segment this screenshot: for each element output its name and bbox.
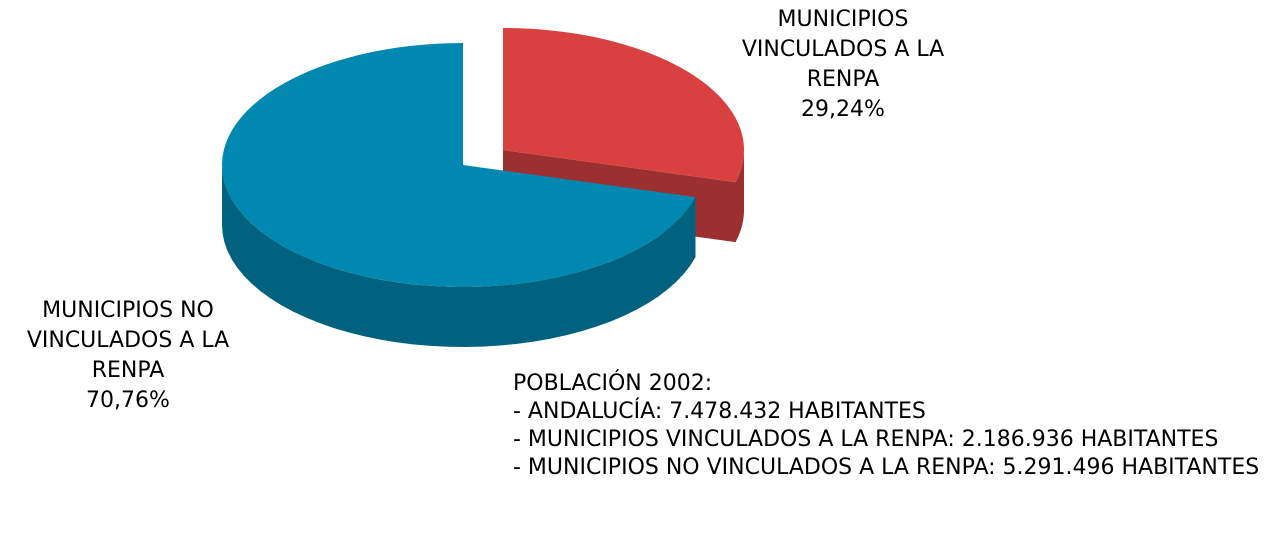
slice-name: MUNICIPIOS NO VINCULADOS A LA RENPA bbox=[26, 298, 230, 383]
slice-wall bbox=[735, 150, 744, 243]
slice-label: MUNICIPIOS VINCULADOS A LA RENPA 29,24% bbox=[718, 5, 968, 125]
annotation-line: - MUNICIPIOS VINCULADOS A LA RENPA: 2.18… bbox=[513, 427, 1219, 452]
slice-label: MUNICIPIOS NO VINCULADOS A LA RENPA 70,76… bbox=[3, 296, 253, 416]
slice-wall bbox=[222, 165, 696, 347]
annotation: POBLACIÓN 2002: - ANDALUCÍA: 7.478.432 HA… bbox=[513, 370, 1273, 482]
slice bbox=[503, 28, 744, 183]
annotation-line: - ANDALUCÍA: 7.478.432 HABITANTES bbox=[513, 399, 926, 424]
slice bbox=[222, 43, 696, 287]
slice-value: 29,24% bbox=[801, 97, 885, 122]
slice-value: 70,76% bbox=[86, 388, 170, 413]
slice-name: MUNICIPIOS VINCULADOS A LA RENPA bbox=[741, 7, 945, 92]
annotation-line: POBLACIÓN 2002: bbox=[513, 371, 713, 396]
annotation-line: - MUNICIPIOS NO VINCULADOS A LA RENPA: 5… bbox=[513, 455, 1260, 480]
